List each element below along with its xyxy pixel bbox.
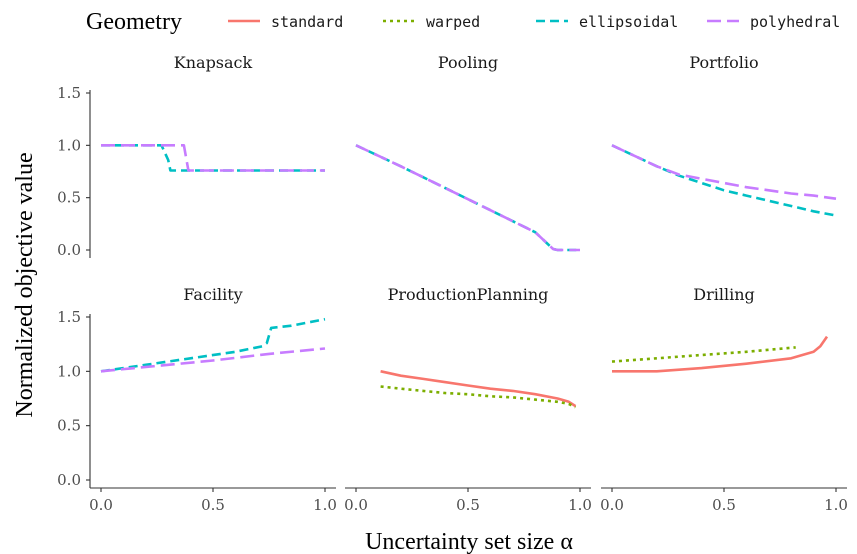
series-line-standard (380, 370, 577, 408)
series-line-ellipsoidal (100, 317, 326, 373)
legend-label-polyhedral: polyhedral (750, 13, 840, 31)
y-tick-label: 0.5 (57, 417, 81, 435)
legend-item-ellipsoidal: ellipsoidal (536, 13, 678, 31)
panel-portfolio: Portfolio (611, 53, 837, 217)
series-line-polyhedral (100, 347, 326, 373)
x-axis-title: Uncertainty set size α (365, 529, 573, 554)
panel-pooling: Pooling (355, 53, 580, 252)
y-axis-title: Normalized objective value (12, 152, 38, 417)
panel-knapsack: Knapsack 0.0 0.5 1.0 1.5 (57, 53, 325, 259)
y-tick-label: 0.0 (57, 471, 81, 489)
facet-panels: Knapsack 0.0 0.5 1.0 1.5 Pooling Portfolio Faci… (57, 53, 848, 514)
y-tick-label: 1.0 (57, 362, 81, 380)
legend-label-standard: standard (271, 13, 343, 31)
legend-item-polyhedral: polyhedral (707, 13, 840, 31)
series-line-polyhedral (611, 144, 837, 200)
panel-drilling: Drilling 0.0 0.5 1.0 (600, 285, 848, 514)
panel-title: Drilling (693, 285, 755, 304)
series-line-polyhedral (101, 144, 325, 172)
legend-items: standard warped ellipsoidal polyhedral (228, 13, 840, 31)
legend-item-standard: standard (228, 13, 343, 31)
x-tick-label: 0.5 (712, 496, 736, 514)
series-line-ellipsoidal (355, 144, 580, 252)
panel-title: Knapsack (174, 53, 253, 72)
series-line-warped (380, 385, 577, 409)
x-tick-label: 0.0 (344, 496, 368, 514)
y-tick-label: 1.0 (57, 136, 81, 154)
y-tick-label: 1.5 (57, 84, 81, 102)
series-line-warped (611, 346, 796, 363)
panel-facility: Facility 0.0 0.5 1.0 1.5 0.0 0.5 1.0 (57, 285, 337, 514)
legend: Geometry standard warped ellipsoidal polyhe… (86, 9, 840, 35)
x-tick-label: 0.0 (600, 496, 624, 514)
legend-label-ellipsoidal: ellipsoidal (579, 13, 678, 31)
panel-title: ProductionPlanning (388, 285, 549, 304)
y-tick-label: 0.0 (57, 241, 81, 259)
y-tick-label: 1.5 (57, 308, 81, 326)
x-tick-label: 1.0 (568, 496, 592, 514)
x-tick-label: 1.0 (824, 496, 848, 514)
legend-label-warped: warped (426, 13, 480, 31)
y-tick-label: 0.5 (57, 189, 81, 207)
x-tick-label: 0.0 (89, 496, 113, 514)
panel-title: Portfolio (689, 53, 758, 72)
series-line-ellipsoidal (101, 144, 325, 172)
x-tick-label: 0.5 (201, 496, 225, 514)
legend-title: Geometry (86, 9, 182, 35)
x-tick-label: 1.0 (313, 496, 337, 514)
panel-productionplanning: ProductionPlanning 0.0 0.5 1.0 (344, 285, 592, 514)
series-line-ellipsoidal (611, 144, 837, 217)
x-tick-label: 0.5 (456, 496, 480, 514)
panel-title: Facility (183, 285, 242, 304)
series-line-polyhedral (355, 144, 580, 252)
legend-item-warped: warped (383, 13, 480, 31)
series-line-standard (612, 335, 829, 373)
panel-title: Pooling (438, 53, 498, 72)
